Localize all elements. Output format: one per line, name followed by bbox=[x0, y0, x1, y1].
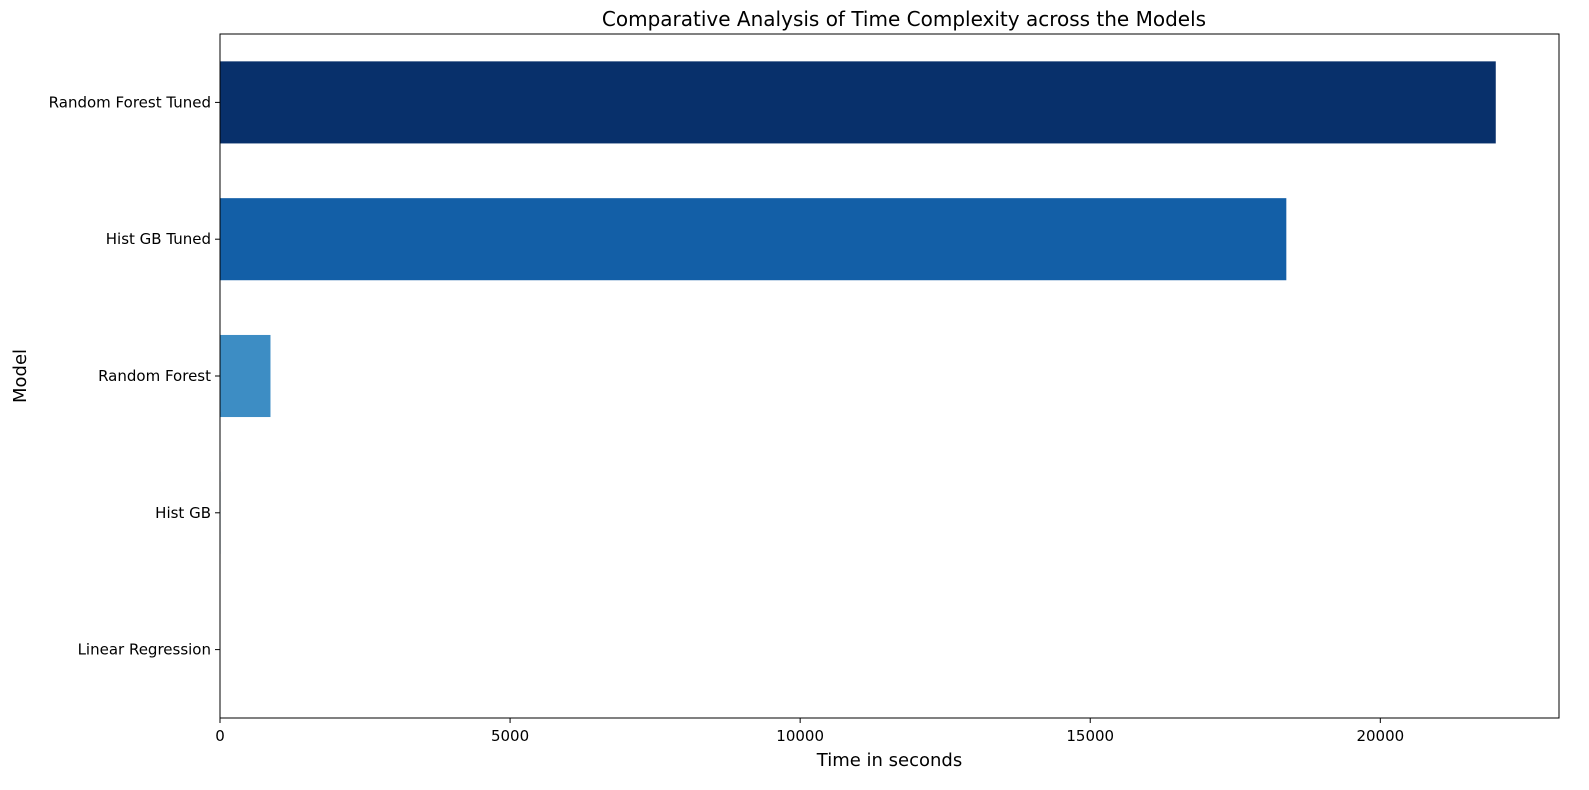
y-tick-label-hist-gb-tuned: Hist GB Tuned bbox=[106, 230, 211, 248]
y-tick-label-linear-regression: Linear Regression bbox=[78, 641, 211, 659]
y-axis: Linear Regression Hist GB Random Forest His… bbox=[49, 93, 220, 659]
x-axis: 0 5000 10000 15000 20000 bbox=[215, 718, 1404, 745]
plot-frame bbox=[219, 33, 1560, 719]
x-tick-label-10000: 10000 bbox=[776, 727, 824, 745]
y-tick-label-random-forest: Random Forest bbox=[98, 367, 211, 385]
x-tick-label-20000: 20000 bbox=[1356, 727, 1404, 745]
y-axis-label: Model bbox=[10, 349, 31, 403]
bar-random-forest bbox=[220, 334, 271, 418]
x-tick-label-15000: 15000 bbox=[1066, 727, 1114, 745]
x-tick-label-0: 0 bbox=[215, 727, 225, 745]
x-tick-label-5000: 5000 bbox=[491, 727, 529, 745]
y-tick-label-random-forest-tuned: Random Forest Tuned bbox=[49, 93, 211, 111]
bars-group bbox=[220, 61, 1496, 691]
x-axis-label: Time in seconds bbox=[816, 750, 962, 771]
bar-random-forest-tuned bbox=[220, 61, 1496, 144]
bar-hist-gb-tuned bbox=[220, 198, 1287, 281]
chart-title: Comparative Analysis of Time Complexity … bbox=[602, 7, 1206, 31]
y-tick-label-hist-gb: Hist GB bbox=[155, 504, 211, 522]
